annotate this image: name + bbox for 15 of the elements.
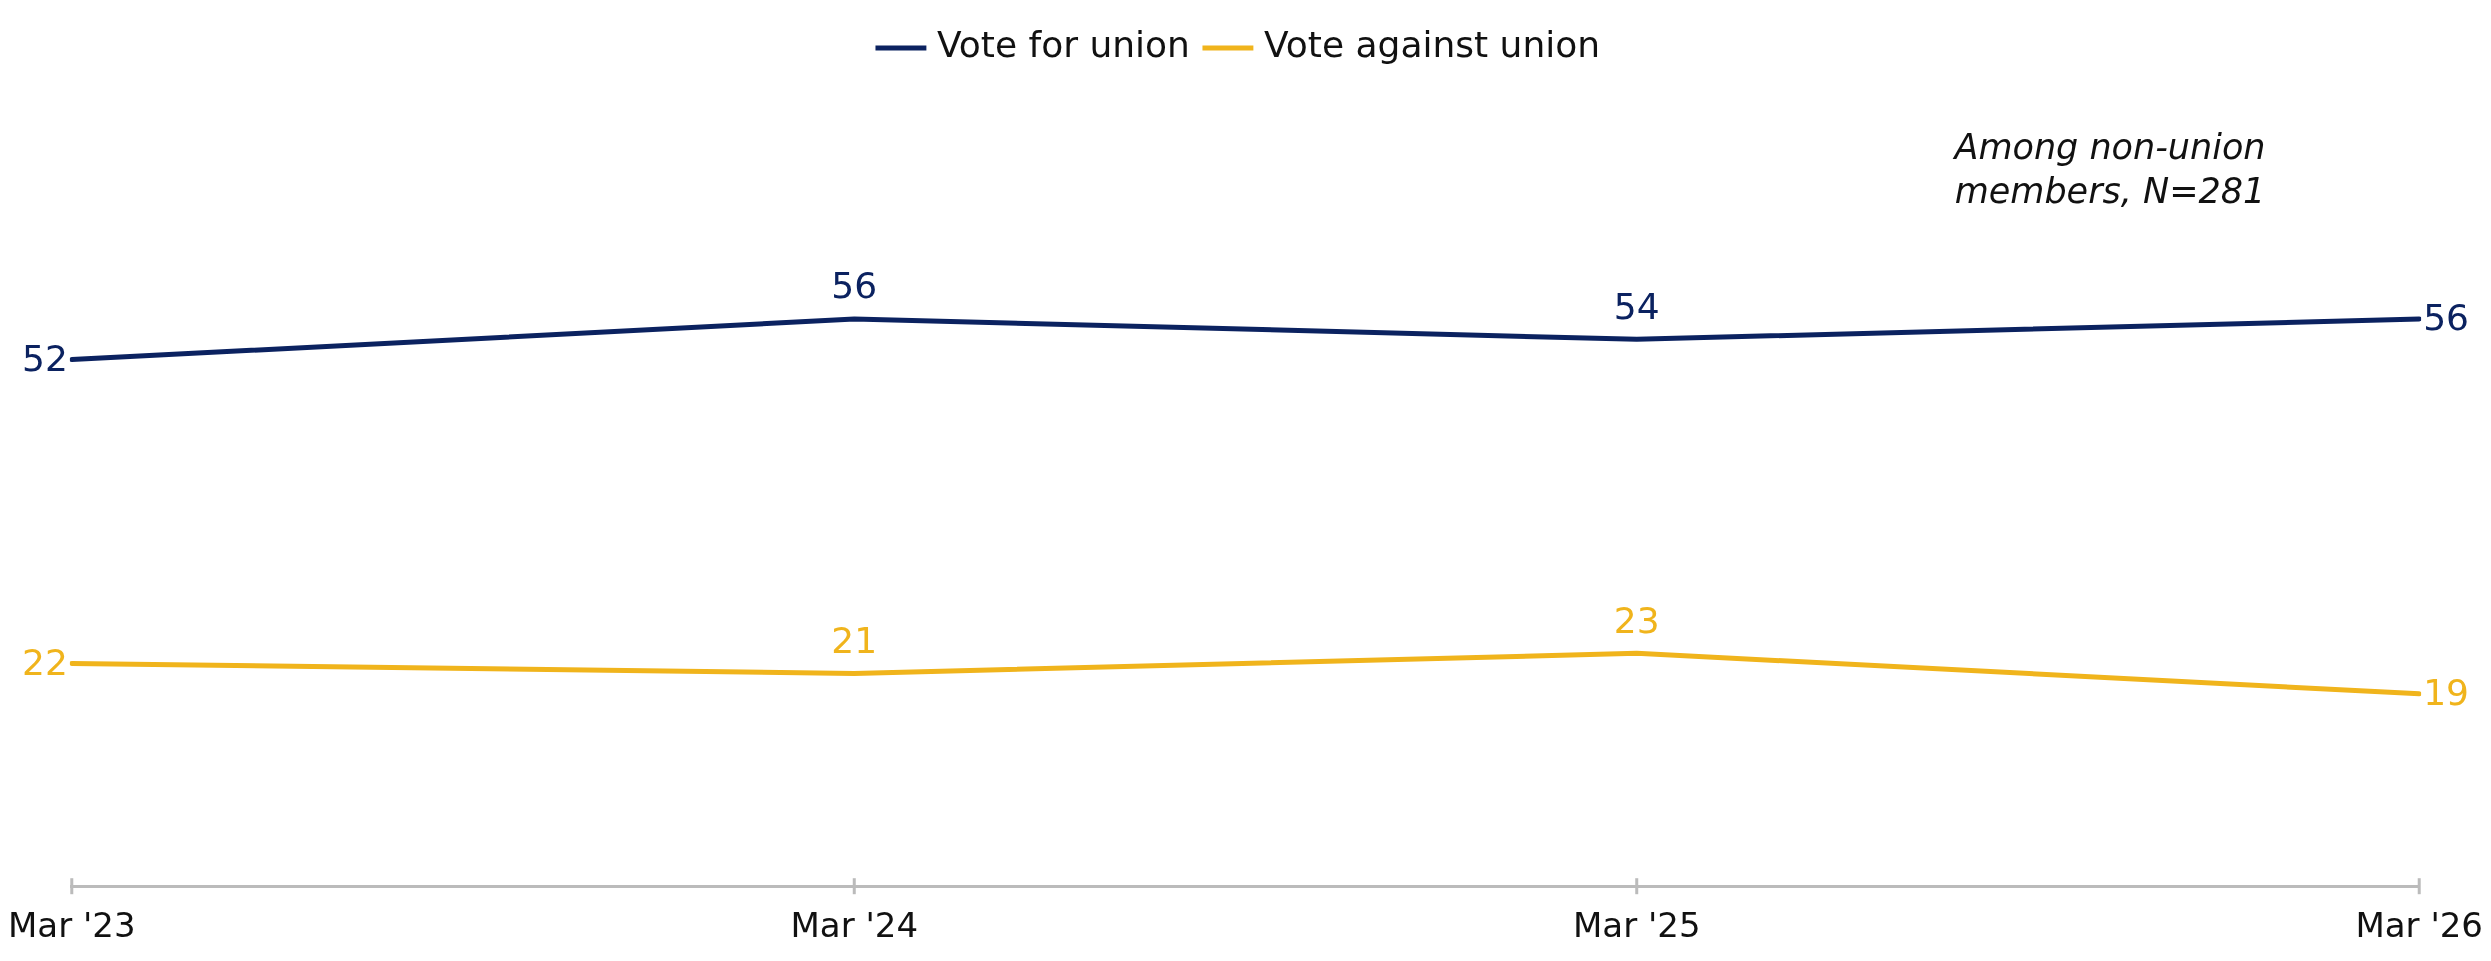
legend-label: Vote against union [1263,24,1601,66]
x-tick-label: Mar '25 [1572,905,1701,946]
x-tick-label: Mar '26 [2355,905,2484,946]
legend-label: Vote for union [936,24,1190,66]
data-label: 22 [21,641,68,683]
data-label: 54 [1613,285,1660,327]
data-label: 23 [1613,599,1660,641]
x-tick-label: Mar '23 [7,905,136,946]
data-label: 21 [831,619,878,661]
text: Among non-union members, N=281 [1952,126,2267,213]
data-label: 56 [831,265,878,307]
data-label: 56 [2423,297,2470,339]
x-tick-label: Mar '24 [790,905,919,946]
data-label: 19 [2423,672,2470,714]
data-label: 52 [21,337,68,379]
